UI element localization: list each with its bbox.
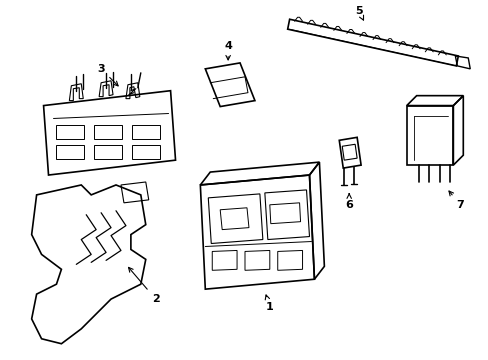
Text: 6: 6 [345,194,352,210]
Text: 5: 5 [355,6,363,20]
Text: 4: 4 [224,41,232,60]
Text: 1: 1 [264,295,273,312]
Text: 7: 7 [448,191,463,210]
Text: 2: 2 [128,267,159,304]
Text: 3: 3 [97,64,118,86]
